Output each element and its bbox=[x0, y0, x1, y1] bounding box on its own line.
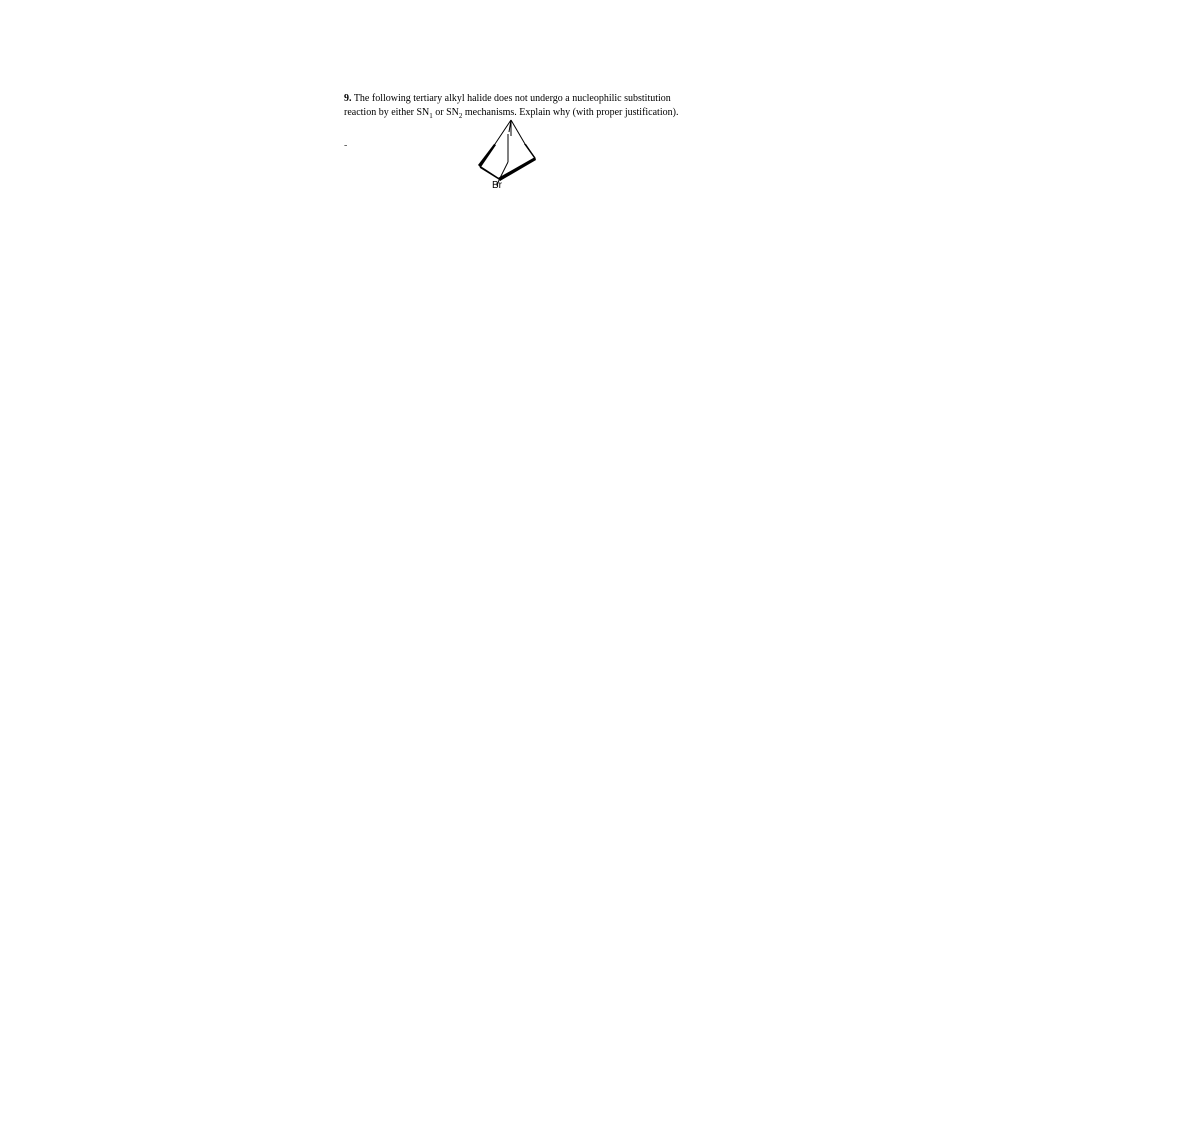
dash-mark: - bbox=[344, 140, 347, 151]
bicyclic-structure-svg bbox=[475, 118, 539, 190]
question-text-part3: mechanisms. Explain why (with proper jus… bbox=[462, 107, 678, 118]
question-block: 9. The following tertiary alkyl halide d… bbox=[344, 92, 684, 121]
molecular-structure bbox=[475, 118, 539, 190]
question-text: 9. The following tertiary alkyl halide d… bbox=[344, 92, 684, 121]
question-number: 9. bbox=[344, 93, 352, 104]
bromine-label: Br bbox=[492, 180, 502, 191]
question-text-part2: or SN bbox=[433, 107, 459, 118]
